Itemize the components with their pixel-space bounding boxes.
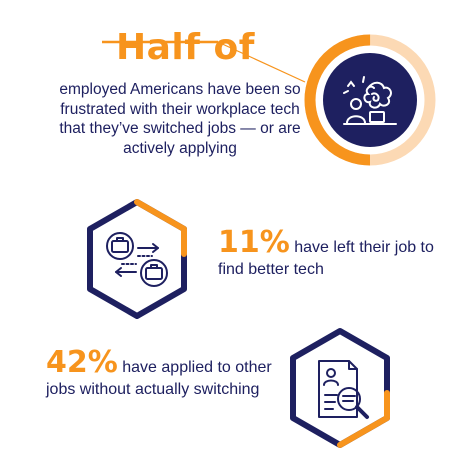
job-switch-hexagon <box>87 199 187 319</box>
stat-applied-jobs: 42% have applied to other jobs without a… <box>46 348 286 401</box>
document-search-icon <box>318 360 369 419</box>
frustrated-worker-icon <box>343 76 397 125</box>
progress-ring <box>304 34 436 166</box>
job-switch-briefcase-icon <box>106 232 168 287</box>
headline-connector-line <box>102 40 306 83</box>
stat-left-jobs: 11% have left their job to find better t… <box>218 228 458 281</box>
stat-applied-jobs-value: 42% <box>46 345 118 380</box>
stat-left-jobs-value: 11% <box>218 225 290 260</box>
intro-text: employed Americans have been so frustrat… <box>59 81 301 157</box>
stat-applied-jobs-text: have applied to other jobs without actua… <box>46 359 272 398</box>
stat-left-jobs-text: have left their job to find better tech <box>218 239 434 278</box>
document-search-hexagon <box>290 328 390 448</box>
